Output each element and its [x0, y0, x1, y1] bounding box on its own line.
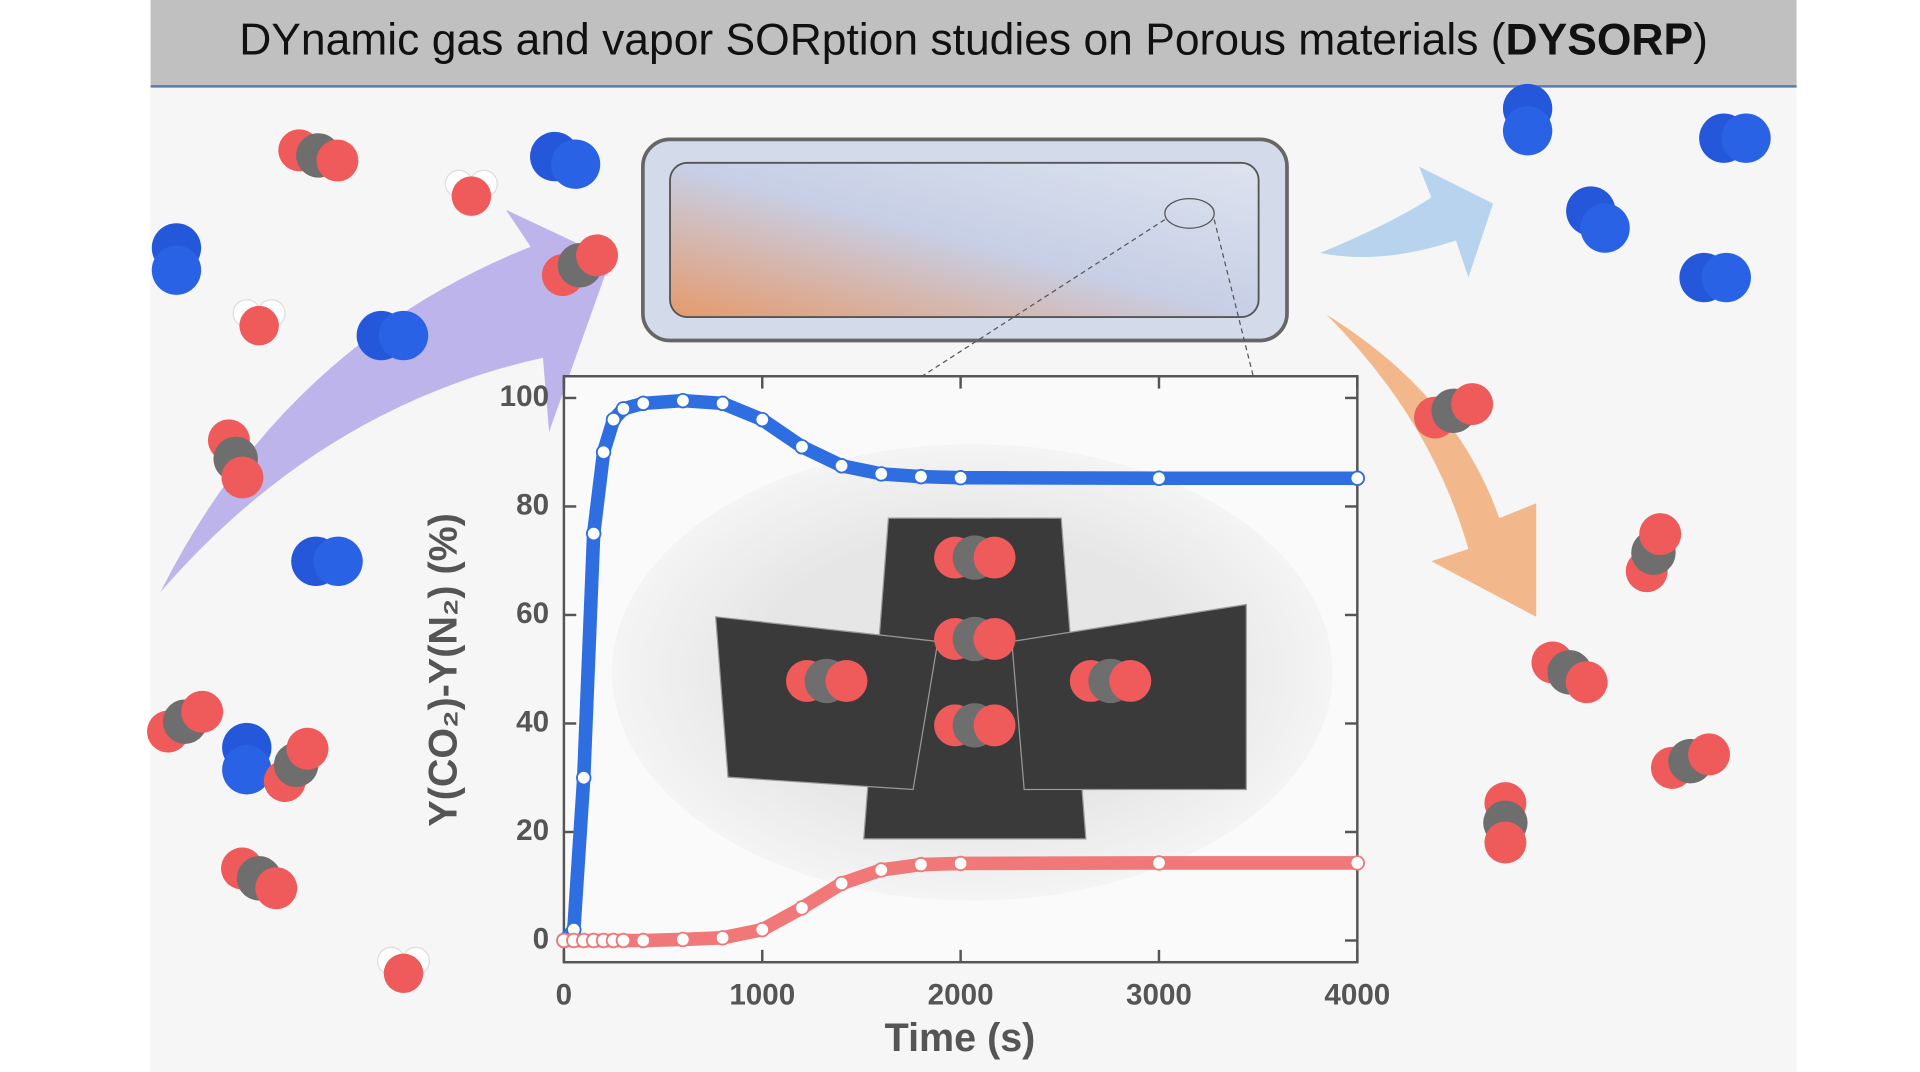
data-point	[576, 770, 592, 786]
y-tick-label: 80	[516, 488, 549, 521]
y-axis-label: Y(CO₂)-Y(N₂) (%)	[422, 513, 466, 826]
packed-bed	[669, 161, 1260, 318]
data-point	[585, 525, 602, 542]
data-point	[952, 469, 969, 486]
title-text: )	[1693, 15, 1708, 64]
x-tick-label: 2000	[928, 979, 994, 1012]
y-tick-label: 60	[516, 597, 549, 630]
header-bar	[150, 0, 1797, 87]
title-acronym: DYSORP	[1506, 15, 1694, 64]
data-point	[913, 468, 929, 485]
outlet-arrow	[1320, 166, 1494, 278]
data-point	[873, 466, 889, 482]
data-point	[1349, 470, 1366, 486]
zoom-region	[1164, 197, 1215, 229]
inlet-arrow	[160, 209, 611, 593]
data-point	[833, 875, 850, 892]
data-point	[605, 411, 622, 428]
data-point	[913, 856, 929, 873]
data-point	[595, 444, 612, 460]
data-point	[794, 439, 810, 455]
outlet-arrow	[1326, 314, 1537, 617]
x-tick-label: 3000	[1126, 979, 1192, 1012]
y-tick-label: 40	[516, 705, 549, 738]
data-point	[952, 855, 969, 872]
data-point	[635, 932, 651, 949]
title-text: DYnamic gas and vapor SORption studies o…	[239, 15, 1506, 64]
data-point	[615, 401, 632, 417]
x-tick-label: 0	[556, 979, 572, 1012]
data-point	[675, 392, 691, 409]
data-point	[1151, 470, 1167, 486]
data-point	[833, 458, 850, 474]
y-tick-label: 0	[533, 922, 549, 955]
x-tick-label: 4000	[1324, 979, 1390, 1012]
data-point	[1151, 855, 1167, 871]
data-point	[873, 862, 889, 878]
x-tick-label: 1000	[729, 979, 795, 1012]
data-point	[615, 932, 632, 949]
page-title: DYnamic gas and vapor SORption studies o…	[239, 15, 1708, 64]
y-tick-label: 20	[516, 814, 549, 847]
data-point	[675, 931, 691, 948]
data-point	[714, 930, 731, 946]
data-point	[754, 921, 770, 938]
data-point	[754, 411, 770, 428]
data-point	[1349, 855, 1366, 871]
data-point	[635, 395, 651, 412]
x-axis-label: Time (s)	[885, 1016, 1036, 1060]
y-tick-label: 100	[500, 380, 549, 413]
data-point	[794, 900, 810, 916]
data-point	[714, 395, 731, 412]
